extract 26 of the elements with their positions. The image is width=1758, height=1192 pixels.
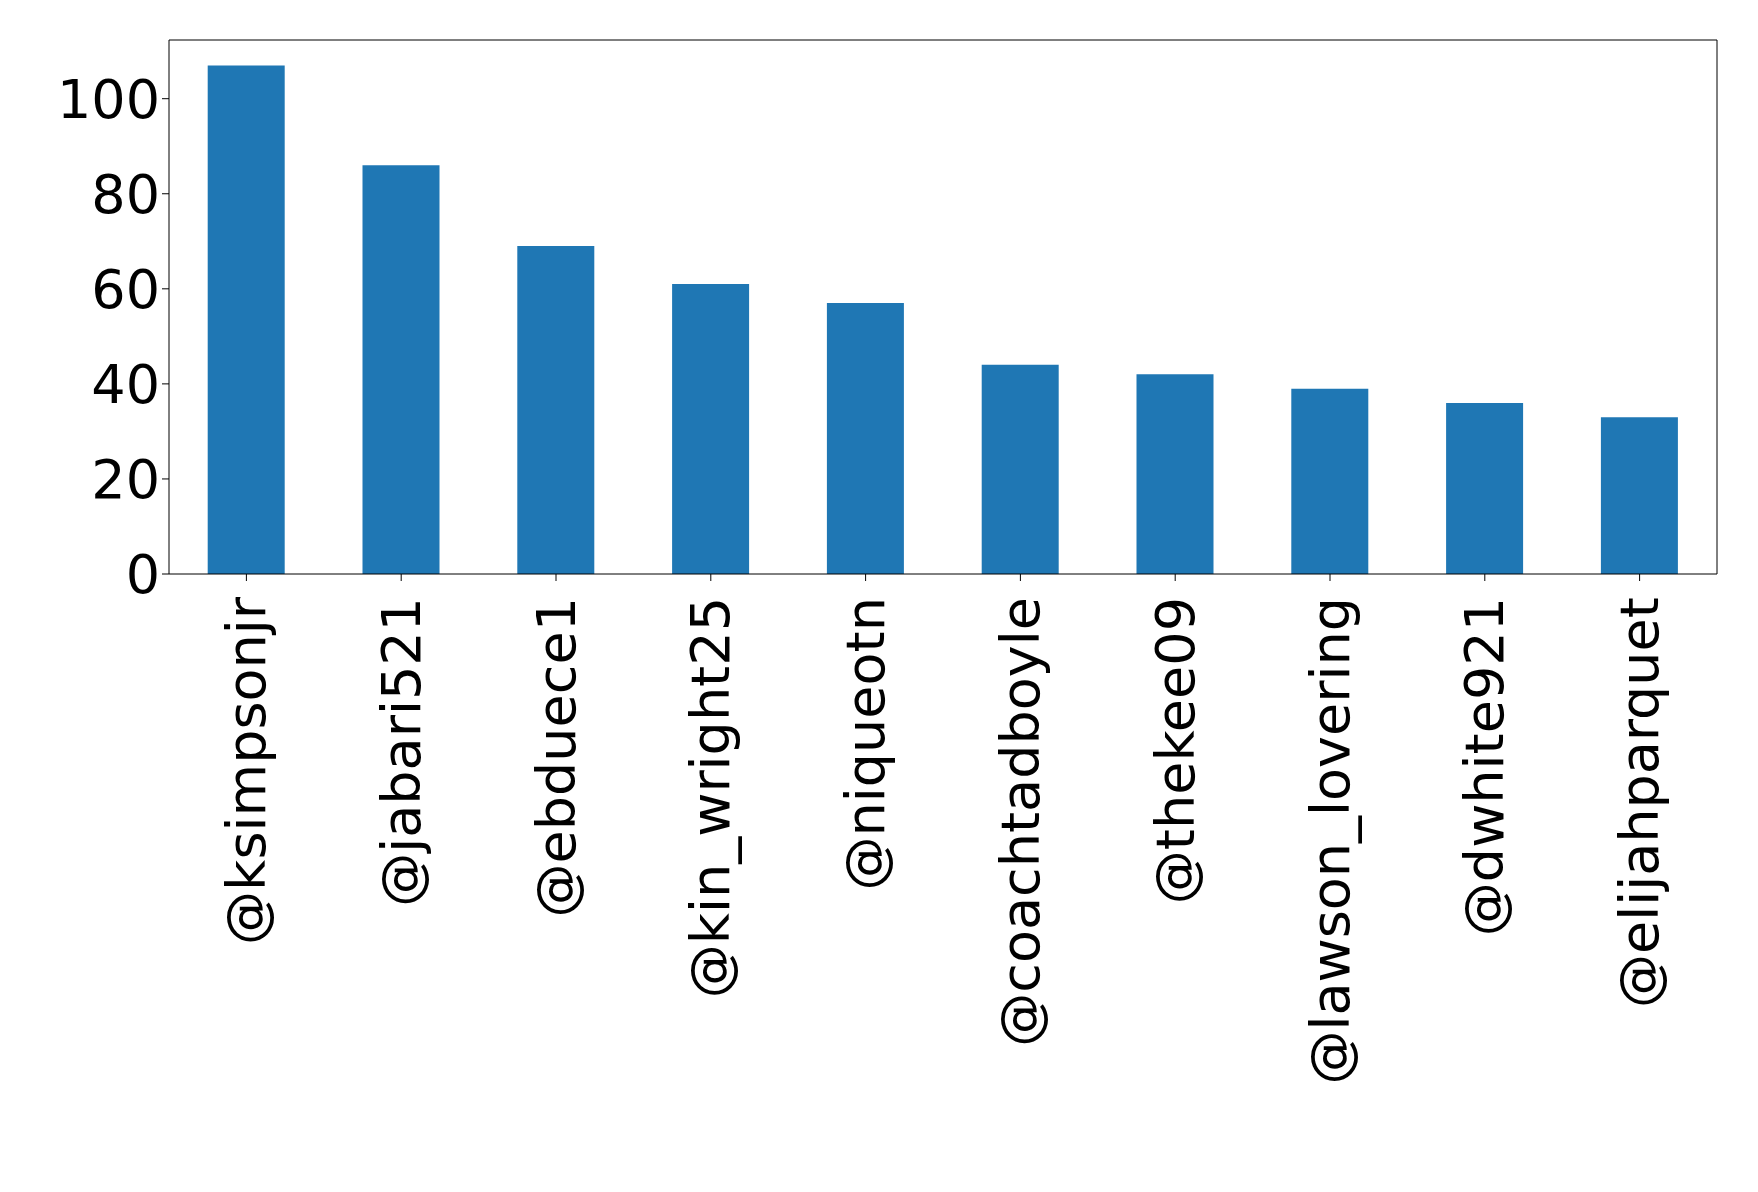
x-tick-label: @lawson_lovering <box>1298 597 1362 1085</box>
x-tick-label: @niqueotn <box>834 597 898 891</box>
x-tick-label: @dwhite921 <box>1453 597 1517 937</box>
bar <box>1446 402 1524 574</box>
y-tick-label: 60 <box>91 257 160 321</box>
x-tick-label: @coachtadboyle <box>988 597 1052 1047</box>
y-tick-label: 80 <box>91 162 160 226</box>
bar <box>1291 388 1369 574</box>
x-tick-label: @ebduece1 <box>524 597 588 918</box>
bar <box>517 246 595 574</box>
bar <box>826 303 904 574</box>
x-tick-label: @thekee09 <box>1143 597 1207 905</box>
bar <box>981 364 1059 574</box>
bar <box>672 284 750 574</box>
y-tick-label: 20 <box>91 448 160 512</box>
x-tick-label: @jabari521 <box>369 597 433 907</box>
x-tick-label: @elijahparquet <box>1608 597 1672 1009</box>
bar <box>207 65 285 574</box>
x-tick-label: @kin_wright25 <box>679 597 743 999</box>
y-tick-label: 100 <box>56 67 160 131</box>
y-tick-label: 40 <box>91 353 160 417</box>
bar <box>1600 417 1678 574</box>
bar <box>1136 374 1214 574</box>
y-tick-label: 0 <box>125 543 160 607</box>
bar <box>362 165 440 574</box>
x-tick-label: @ksimpsonjr <box>214 596 278 945</box>
